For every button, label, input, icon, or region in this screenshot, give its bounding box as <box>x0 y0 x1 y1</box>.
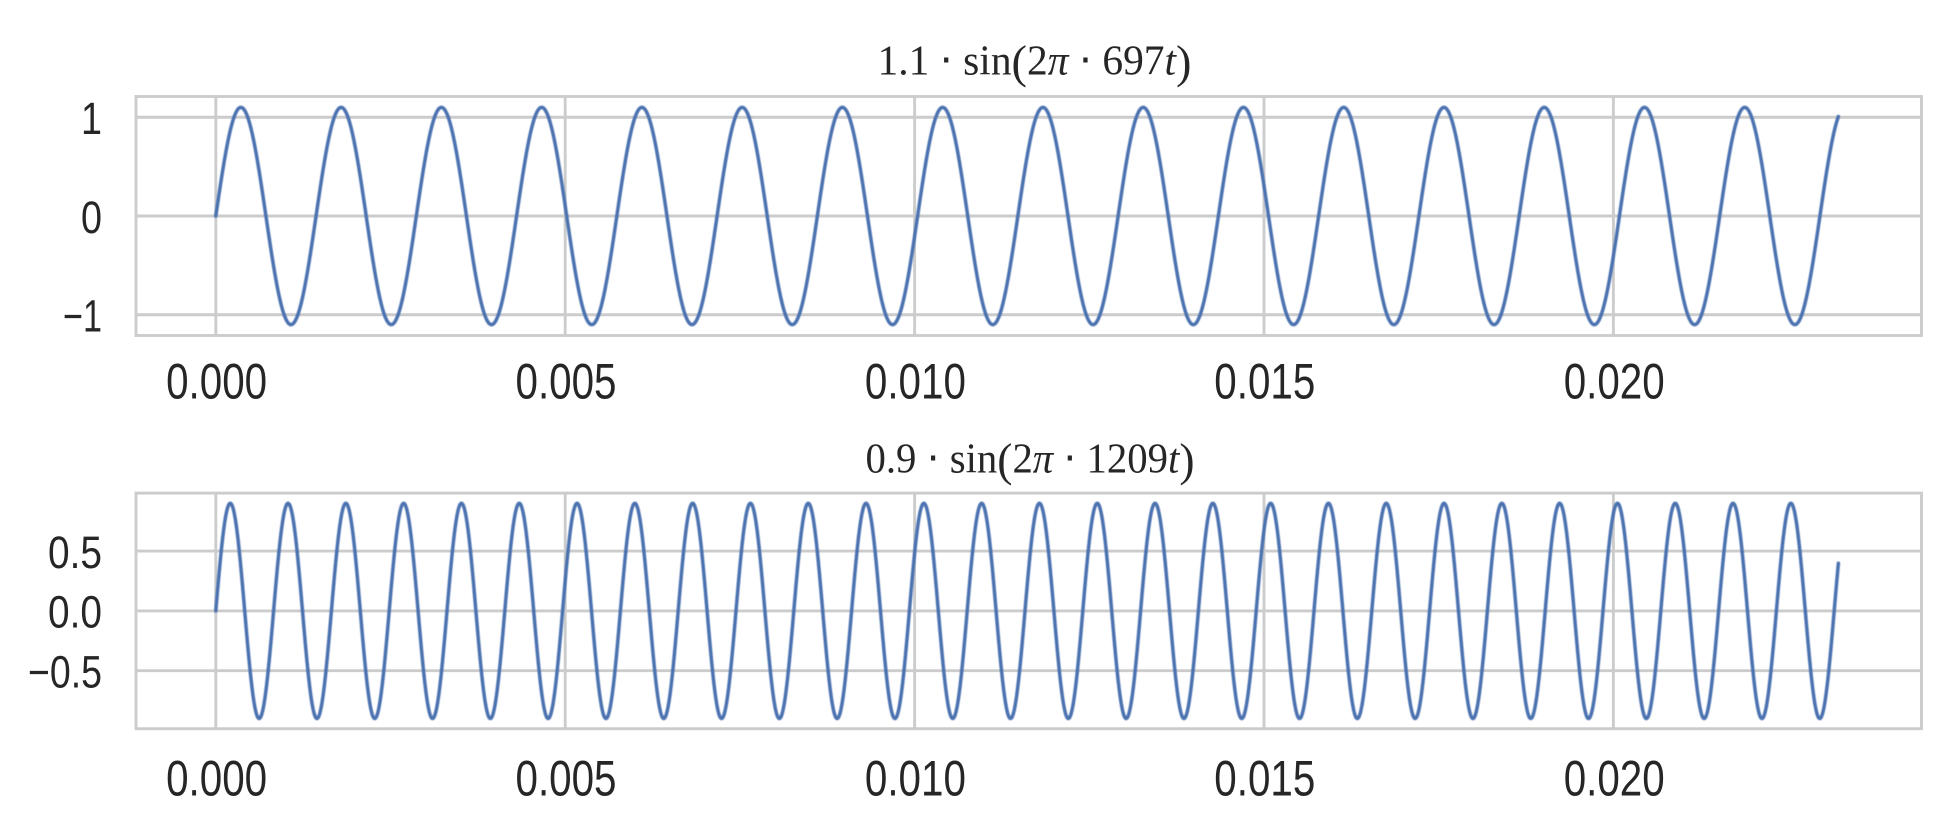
svg-text:0.5: 0.5 <box>48 527 102 578</box>
svg-text:0.020: 0.020 <box>1564 751 1665 807</box>
svg-text:0.000: 0.000 <box>166 751 267 807</box>
svg-text:1: 1 <box>81 93 102 144</box>
svg-text:−1: −1 <box>63 291 102 342</box>
svg-text:0.010: 0.010 <box>865 751 966 807</box>
svg-text:0.010: 0.010 <box>865 354 966 410</box>
svg-text:0.015: 0.015 <box>1214 751 1315 807</box>
svg-text:0.000: 0.000 <box>166 354 267 410</box>
svg-text:0.9 ⋅ sin(​2π ⋅ 1209t)​: 0.9 ⋅ sin(​2π ⋅ 1209t)​ <box>866 435 1195 487</box>
svg-text:0.015: 0.015 <box>1214 354 1315 410</box>
svg-text:0.020: 0.020 <box>1564 354 1665 410</box>
svg-text:0: 0 <box>81 192 102 243</box>
svg-text:0.005: 0.005 <box>516 354 617 410</box>
svg-text:0.0: 0.0 <box>48 587 102 638</box>
svg-text:−0.5: −0.5 <box>28 647 102 698</box>
svg-text:0.005: 0.005 <box>516 751 617 807</box>
svg-text:1.1 ⋅ sin(​2π ⋅ 697t)​: 1.1 ⋅ sin(​2π ⋅ 697t)​ <box>878 37 1192 89</box>
